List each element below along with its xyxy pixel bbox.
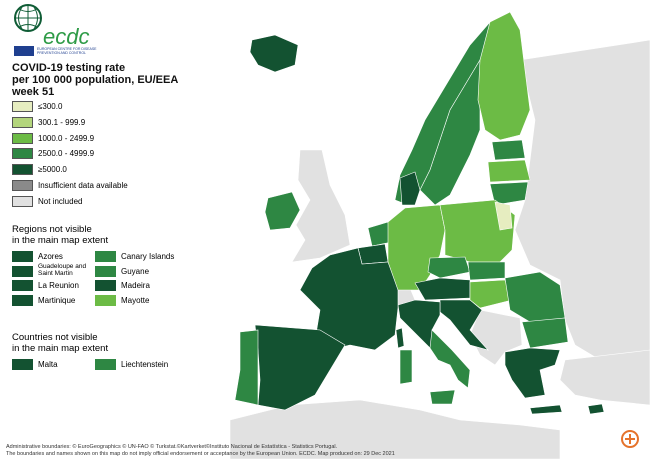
panel-label: Malta	[38, 360, 58, 369]
footer-line: Administrative boundaries: © EuroGeograp…	[6, 444, 338, 450]
title-line: week 51	[12, 86, 55, 98]
italy-south	[429, 329, 471, 389]
austria	[414, 277, 471, 301]
romania	[504, 271, 566, 323]
panel-heading: in the main map extent	[12, 343, 109, 354]
panel-swatch	[12, 294, 33, 306]
panel-label: Guadeloupe and Saint Martin	[38, 262, 87, 277]
map-shapes	[229, 11, 650, 459]
zoom-icon[interactable]	[621, 430, 639, 448]
hungary	[469, 279, 513, 309]
legend-label: 1000.0 - 2499.9	[38, 133, 95, 143]
legend-label: ≥5000.0	[38, 165, 67, 175]
portugal	[234, 329, 259, 406]
footer-line: The boundaries and names shown on this m…	[6, 451, 395, 457]
panel-swatch	[95, 359, 116, 370]
panel-swatch	[95, 265, 116, 277]
sardinia	[399, 349, 413, 385]
panel-swatch	[95, 280, 116, 291]
poland-region	[494, 201, 513, 231]
panel-label: La Reunion	[38, 281, 79, 290]
legend-swatch	[12, 101, 33, 112]
legend-swatch	[12, 164, 33, 176]
corsica	[395, 327, 405, 349]
panel-label: Madeira	[121, 281, 150, 290]
legend-swatch	[12, 132, 33, 144]
land-other	[514, 39, 650, 361]
legend-label: Not included	[38, 196, 83, 206]
lithuania	[489, 181, 529, 206]
panel-heading: in the main map extent	[12, 235, 109, 246]
panel-label: Guyane	[121, 266, 150, 276]
estonia	[491, 139, 526, 161]
title-line: COVID-19 testing rate	[12, 62, 126, 74]
slovenia-croatia	[439, 299, 489, 351]
panel-swatch	[12, 359, 33, 370]
panel-heading: Regions not visible	[12, 224, 92, 235]
france	[299, 247, 399, 351]
panel-swatch	[95, 251, 116, 262]
legend-swatch	[12, 116, 33, 128]
panel-heading: Countries not visible	[12, 332, 98, 343]
land-turkey	[559, 349, 650, 406]
logo-subtitle: EUROPEAN CENTRE FOR DISEASE PREVENTION A…	[37, 47, 97, 55]
belgium	[357, 243, 389, 265]
germany	[387, 204, 446, 291]
cyprus	[587, 403, 605, 415]
greece	[504, 347, 561, 399]
panel-label: Canary Islands	[121, 252, 175, 261]
panel-label: Azores	[38, 252, 63, 261]
czechia	[427, 256, 471, 279]
land-uk	[291, 149, 351, 263]
legend-swatch	[12, 180, 33, 191]
panel-swatch	[12, 280, 33, 291]
legend-label: 300.1 - 999.9	[38, 117, 86, 127]
finland	[477, 11, 531, 141]
spain	[254, 324, 346, 411]
denmark	[399, 171, 421, 206]
legend-label: ≤300.0	[38, 102, 63, 111]
logo-name: ecdc	[43, 24, 90, 49]
panel-swatch	[12, 251, 33, 262]
legend-swatch	[12, 195, 33, 207]
legend-label: 2500.0 - 4999.9	[38, 149, 95, 159]
title-line: per 100 000 population, EU/EEA	[12, 74, 179, 86]
panel-label: Liechtenstein	[121, 360, 169, 369]
panel-label: Mayotte	[121, 295, 150, 305]
panel-swatch	[12, 265, 33, 277]
logo-globe	[14, 4, 42, 56]
panel-swatch	[95, 294, 116, 306]
crete	[529, 404, 563, 415]
slovakia	[467, 261, 506, 281]
land-africa	[229, 399, 561, 459]
legend-label: Insufficient data available	[38, 181, 128, 190]
bulgaria	[521, 317, 569, 349]
legend-swatch	[12, 148, 33, 160]
sicily	[429, 389, 456, 405]
ireland	[264, 191, 301, 231]
iceland	[249, 34, 299, 73]
latvia	[487, 159, 531, 183]
panel-label: Martinique	[38, 295, 76, 305]
